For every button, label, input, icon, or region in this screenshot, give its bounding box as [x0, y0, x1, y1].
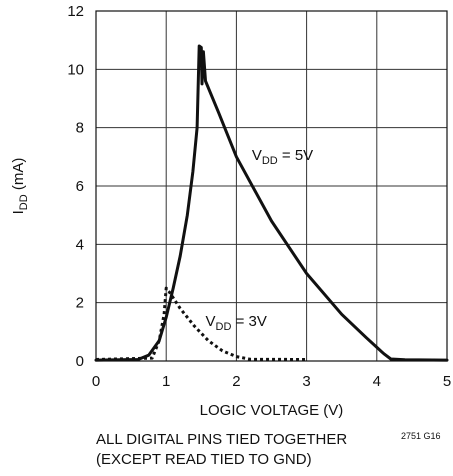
series-label-vdd-5v: VDD = 5V	[252, 147, 313, 167]
y-tick-label: 2	[76, 295, 84, 312]
x-tick-label: 4	[373, 373, 381, 390]
series-label-vdd-3v: VDD = 3V	[206, 313, 267, 333]
x-tick-label: 2	[232, 373, 240, 390]
y-tick-label: 4	[76, 236, 84, 253]
x-tick-label: 5	[443, 373, 451, 390]
y-tick-label: 8	[76, 120, 84, 137]
y-axis-label-unit: (mA)	[10, 158, 27, 195]
y-axis-label-sub: DD	[18, 194, 30, 210]
y-tick-label: 0	[76, 353, 84, 370]
series-line-1	[95, 286, 307, 361]
y-tick-label: 12	[67, 3, 84, 20]
plot-frame	[95, 10, 448, 362]
series-label-vdd-5v-main: V	[252, 147, 262, 164]
series-label-vdd-5v-rest: = 5V	[278, 147, 313, 164]
series-label-vdd-3v-sub: DD	[216, 321, 232, 333]
series-line-0	[94, 44, 449, 362]
y-tick-label: 6	[76, 178, 84, 195]
series-label-vdd-3v-main: V	[206, 313, 216, 330]
note-line-2: (EXCEPT READ TIED TO GND)	[96, 451, 312, 468]
series-layer	[94, 44, 449, 362]
x-tick-label: 1	[162, 373, 170, 390]
grid	[96, 11, 447, 361]
y-axis-label: IDD (mA)	[10, 158, 30, 215]
y-tick-label: 10	[67, 61, 84, 78]
y-axis-label-main: I	[10, 210, 27, 214]
series-label-vdd-3v-rest: = 3V	[231, 313, 266, 330]
series-label-vdd-5v-sub: DD	[262, 155, 278, 167]
x-tick-label: 0	[92, 373, 100, 390]
figure-id: 2751 G16	[401, 431, 441, 441]
x-axis-label: LOGIC VOLTAGE (V)	[200, 402, 344, 419]
note-line-1: ALL DIGITAL PINS TIED TOGETHER	[96, 431, 348, 448]
x-tick-label: 3	[302, 373, 310, 390]
